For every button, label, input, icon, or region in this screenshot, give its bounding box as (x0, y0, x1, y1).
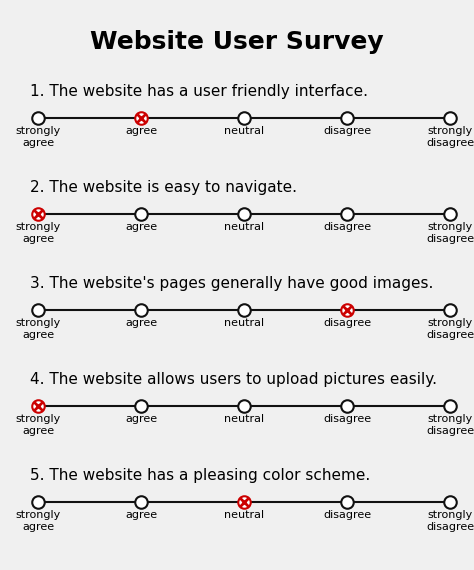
Text: agree: agree (125, 414, 157, 424)
Text: strongly
disagree: strongly disagree (426, 414, 474, 435)
Text: strongly
disagree: strongly disagree (426, 126, 474, 148)
Text: 5. The website has a pleasing color scheme.: 5. The website has a pleasing color sche… (30, 468, 370, 483)
Text: agree: agree (125, 222, 157, 232)
Text: agree: agree (125, 318, 157, 328)
Text: disagree: disagree (323, 222, 371, 232)
Text: strongly
disagree: strongly disagree (426, 318, 474, 340)
Text: disagree: disagree (323, 510, 371, 520)
Text: strongly
disagree: strongly disagree (426, 510, 474, 532)
Text: 2. The website is easy to navigate.: 2. The website is easy to navigate. (30, 180, 297, 195)
Text: strongly
agree: strongly agree (15, 318, 61, 340)
Text: strongly
agree: strongly agree (15, 222, 61, 243)
Text: disagree: disagree (323, 126, 371, 136)
Text: strongly
agree: strongly agree (15, 414, 61, 435)
Text: strongly
disagree: strongly disagree (426, 222, 474, 243)
Text: disagree: disagree (323, 414, 371, 424)
Text: agree: agree (125, 510, 157, 520)
Text: 1. The website has a user friendly interface.: 1. The website has a user friendly inter… (30, 84, 368, 99)
Text: neutral: neutral (224, 414, 264, 424)
Text: strongly
agree: strongly agree (15, 510, 61, 532)
Text: 3. The website's pages generally have good images.: 3. The website's pages generally have go… (30, 276, 433, 291)
Text: 4. The website allows users to upload pictures easily.: 4. The website allows users to upload pi… (30, 372, 437, 387)
Text: neutral: neutral (224, 222, 264, 232)
Text: Website User Survey: Website User Survey (90, 30, 384, 54)
Text: neutral: neutral (224, 510, 264, 520)
Text: neutral: neutral (224, 318, 264, 328)
Text: strongly
agree: strongly agree (15, 126, 61, 148)
Text: disagree: disagree (323, 318, 371, 328)
Text: agree: agree (125, 126, 157, 136)
Text: neutral: neutral (224, 126, 264, 136)
